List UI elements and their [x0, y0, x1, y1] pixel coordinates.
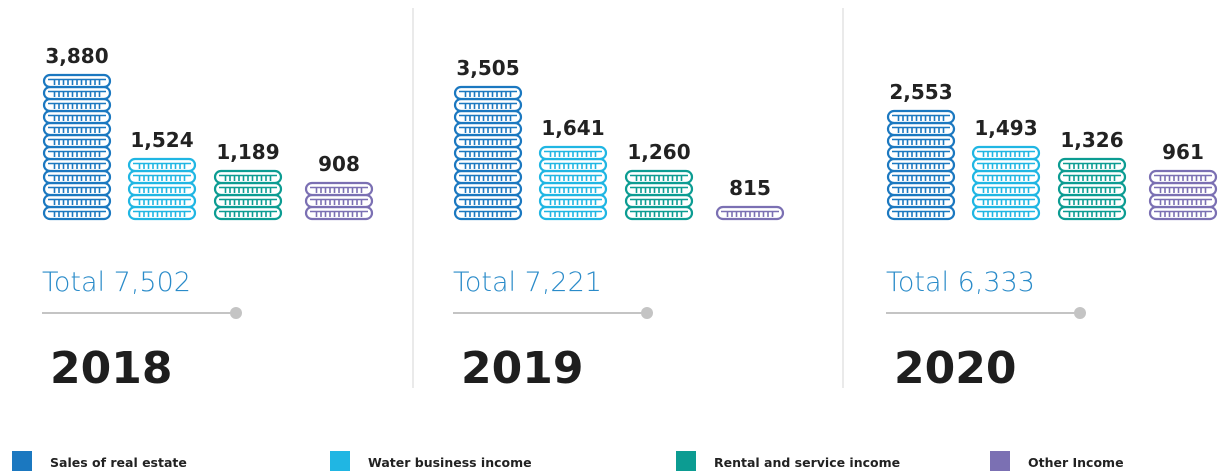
value-label-2018-1: 1,524 [130, 128, 193, 152]
legend-item-0: Sales of real estate [12, 451, 187, 471]
legend-label-3: Other Income [1028, 455, 1124, 470]
year-label-2019: 2019 [461, 343, 583, 394]
legend-item-1: Water business income [330, 451, 532, 471]
total-label-2020: Total 6,333 [886, 267, 1035, 298]
value-label-2020-1: 1,493 [974, 116, 1037, 140]
coin-stack-2020-2 [1057, 157, 1127, 221]
coin-stack-2020-0 [886, 109, 956, 221]
value-label-2019-3: 815 [729, 176, 771, 200]
coin-stack-2018-0 [42, 73, 112, 221]
legend-label-1: Water business income [368, 455, 532, 470]
value-label-2018-2: 1,189 [216, 140, 279, 164]
legend-swatch-3 [990, 451, 1010, 471]
legend-item-3: Other Income [990, 451, 1124, 471]
legend-swatch-1 [330, 451, 350, 471]
value-label-2019-1: 1,641 [541, 116, 604, 140]
legend-label-2: Rental and service income [714, 455, 900, 470]
year-label-2020: 2020 [894, 343, 1016, 394]
legend-item-2: Rental and service income [676, 451, 900, 471]
coin-stack-2020-3 [1148, 169, 1218, 221]
value-label-2020-2: 1,326 [1060, 128, 1123, 152]
coin-stack-2018-3 [304, 181, 374, 221]
coin-stack-2019-1 [538, 145, 608, 221]
total-label-2019: Total 7,221 [453, 267, 602, 298]
value-label-2020-3: 961 [1162, 140, 1204, 164]
legend-label-0: Sales of real estate [50, 455, 187, 470]
value-label-2019-0: 3,505 [456, 56, 519, 80]
value-label-2018-0: 3,880 [45, 44, 108, 68]
value-label-2019-2: 1,260 [627, 140, 690, 164]
total-dot-2020 [1074, 307, 1086, 319]
coin-stack-2020-1 [971, 145, 1041, 221]
total-dot-2018 [230, 307, 242, 319]
coin-stack-2019-0 [453, 85, 523, 221]
coin-stack-2018-1 [127, 157, 197, 221]
total-label-2018: Total 7,502 [42, 267, 191, 298]
value-label-2018-3: 908 [318, 152, 360, 176]
year-label-2018: 2018 [50, 343, 172, 394]
coin-stack-2019-3 [715, 205, 785, 221]
legend-swatch-2 [676, 451, 696, 471]
legend-swatch-0 [12, 451, 32, 471]
coin-stack-2019-2 [624, 169, 694, 221]
coin-stack-2018-2 [213, 169, 283, 221]
total-dot-2019 [641, 307, 653, 319]
value-label-2020-0: 2,553 [889, 80, 952, 104]
